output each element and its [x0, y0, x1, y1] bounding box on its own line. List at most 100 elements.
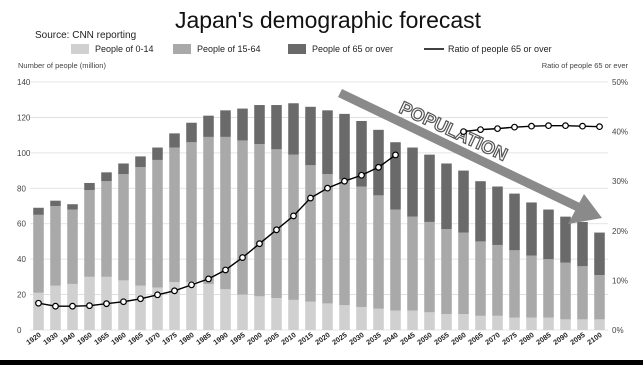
bar-age-65-over	[186, 122, 197, 143]
bar-age-65-over	[339, 113, 350, 180]
bar-age-65-over	[305, 106, 316, 166]
bar-age-65-over	[254, 105, 265, 144]
bar-age-65-over	[84, 182, 95, 191]
bar-age-65-over-legend-swatch	[288, 44, 306, 54]
bar-age-0-14	[424, 312, 435, 330]
y2-tick-label: 30%	[612, 177, 628, 186]
bar-age-15-64	[152, 159, 163, 288]
ratio-point	[324, 184, 331, 192]
ratio-point	[596, 123, 603, 131]
bar-age-65-over	[543, 209, 554, 260]
ratio-point	[171, 287, 178, 295]
chart-title: Japan's demographic forecast	[175, 7, 482, 33]
y-tick-label: 80	[17, 184, 26, 193]
bar-age-15-64	[271, 149, 282, 299]
bar-age-0-14	[271, 298, 282, 330]
ratio-point	[35, 299, 42, 307]
legend-label: People of 15-64	[197, 44, 261, 54]
y-tick-label: 60	[17, 220, 26, 229]
bar-age-15-64	[254, 144, 265, 297]
bar-age-0-14	[186, 282, 197, 330]
ratio-point	[562, 122, 569, 130]
ratio-point	[222, 266, 229, 274]
bar-age-15-64	[305, 165, 316, 302]
ratio-point	[494, 125, 501, 133]
bar-age-15-64	[322, 174, 333, 304]
bar-age-65-over	[203, 115, 214, 137]
ratio-point	[290, 212, 297, 220]
bar-age-65-over	[441, 163, 452, 230]
ratio-point	[392, 151, 399, 159]
y2-tick-label: 50%	[612, 78, 628, 87]
bar-age-0-14	[577, 319, 588, 330]
bar-age-15-64	[594, 275, 605, 320]
bar-age-65-over	[271, 105, 282, 150]
bar-age-0-14	[220, 289, 231, 330]
bar-age-15-64	[288, 154, 299, 300]
y-tick-label: 100	[17, 149, 31, 158]
bar-age-0-14	[203, 283, 214, 330]
bar-age-65-over	[458, 170, 469, 233]
y-axis-label: Number of people (million)	[18, 61, 106, 70]
bar-age-0-14	[407, 310, 418, 330]
legend-layer: People of 0-14 People of 15-64 People of 6…	[71, 44, 552, 54]
bar-age-65-over	[594, 232, 605, 276]
bar-age-0-14	[560, 319, 571, 330]
ratio-point	[545, 122, 552, 130]
bar-age-65-over	[288, 103, 299, 155]
ratio-point	[52, 302, 59, 310]
bar-age-15-64	[203, 136, 214, 284]
bar-age-65-over	[152, 147, 163, 160]
bar-age-15-64	[458, 232, 469, 315]
bar-age-15-64	[526, 255, 537, 318]
bar-age-15-64-legend-swatch	[173, 44, 191, 54]
bar-age-65-over	[356, 120, 367, 187]
bar-age-0-14	[135, 285, 146, 330]
bar-age-0-14	[288, 299, 299, 330]
legend-label: People of 65 or over	[312, 44, 393, 54]
bar-age-15-64	[237, 140, 248, 295]
bar-age-15-64	[509, 250, 520, 318]
ratio-point	[375, 163, 382, 171]
bar-age-15-64	[84, 190, 95, 277]
bar-layer	[33, 103, 605, 330]
ratio-point	[137, 295, 144, 303]
bar-age-65-over	[560, 216, 571, 263]
bar-age-65-over	[33, 207, 44, 215]
bar-age-0-14	[339, 305, 350, 330]
bar-age-0-14	[458, 314, 469, 330]
bar-age-65-over	[492, 186, 503, 245]
bar-age-0-14	[492, 315, 503, 330]
ratio-point	[460, 128, 467, 136]
bar-age-15-64	[186, 142, 197, 283]
bar-age-65-over	[526, 202, 537, 256]
bar-age-65-over	[50, 200, 61, 206]
bar-age-65-over	[237, 108, 248, 141]
bar-age-15-64	[373, 195, 384, 309]
bar-age-0-14-legend-swatch	[71, 44, 89, 54]
bar-age-65-over	[509, 193, 520, 251]
bar-age-65-over	[118, 163, 129, 175]
source-note: Source: CNN reporting	[35, 30, 136, 41]
ratio-point	[205, 275, 212, 283]
ratio-point	[341, 177, 348, 185]
bar-age-0-14	[373, 308, 384, 330]
bar-age-15-64	[50, 206, 61, 286]
legend-label: Ratio of people 65 or over	[448, 44, 552, 54]
bar-age-0-14	[390, 310, 401, 330]
trend-arrow-head	[568, 194, 602, 224]
ratio-point	[273, 226, 280, 234]
y-tick-label: 20	[17, 291, 26, 300]
ratio-point	[256, 240, 263, 248]
bar-age-15-64	[577, 266, 588, 320]
bar-age-15-64	[407, 216, 418, 311]
bar-age-65-over	[390, 142, 401, 210]
bar-age-0-14	[543, 317, 554, 330]
bar-age-15-64	[33, 214, 44, 293]
bar-age-0-14	[526, 317, 537, 330]
bar-age-15-64	[543, 259, 554, 318]
ratio-point	[358, 171, 365, 179]
bar-age-15-64	[390, 209, 401, 311]
bar-age-0-14	[254, 296, 265, 330]
